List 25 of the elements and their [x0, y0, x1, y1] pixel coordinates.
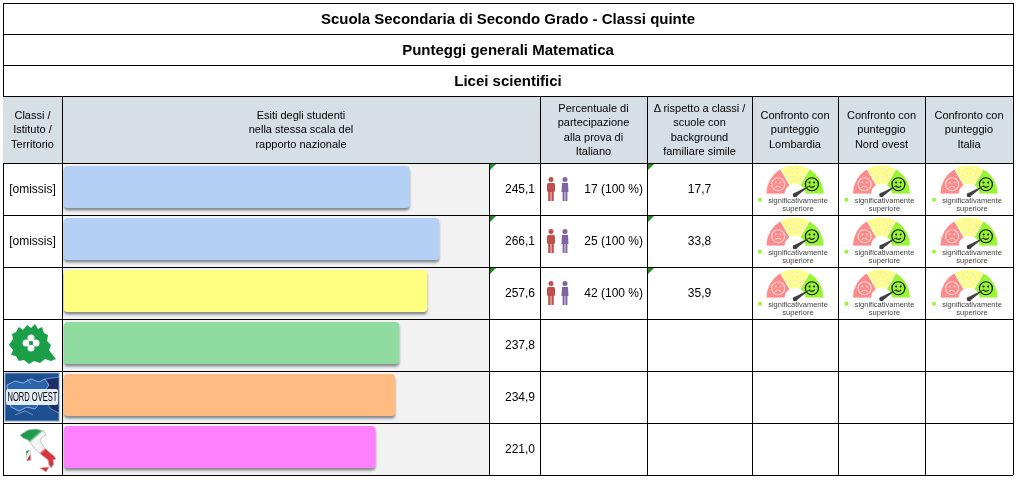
text: 25 (100 %) — [584, 234, 643, 248]
category-label: Confronto con punteggio Nord ovest — [846, 108, 917, 150]
x-axis-title: Esiti degli studenti nella stessa scala del rapporto nazionale — [248, 108, 354, 150]
text: 17 (100 %) — [584, 182, 643, 196]
data-label: 237,8 — [504, 338, 536, 352]
category-label: Confronto con punteggio Italia — [934, 108, 1004, 150]
data-label: 257,6 — [504, 286, 536, 300]
text: 33,8 — [687, 234, 712, 248]
chart-subtitle: Punteggi generali Matematica — [402, 40, 615, 58]
text: 17,7 — [687, 182, 712, 196]
text: Licei scientifici — [454, 71, 562, 89]
chart-title: Scuola Secondaria di Secondo Grado - Classi quinte — [320, 9, 696, 27]
category-label: Confronto con punteggio Lombardia — [760, 108, 830, 150]
text: 42 (100 %) — [584, 286, 643, 300]
data-label: 245,1 — [504, 182, 536, 196]
data-label: 234,9 — [504, 390, 536, 404]
category-label: Δ rispetto a classi / scuole con background familiare simile — [653, 101, 747, 158]
data-label: 266,1 — [504, 234, 536, 248]
data-label: 221,0 — [504, 442, 536, 456]
y-tick-label: [omissis] — [9, 234, 56, 248]
y-tick-label: NORD OVEST — [7, 390, 58, 404]
y-tick-label: [omissis] — [9, 182, 56, 196]
text: 35,9 — [687, 286, 712, 300]
y-axis-title: Classi / Istituto / Territorio — [11, 108, 54, 150]
category-label: Percentuale di partecipazione alla prova di Italiano — [557, 101, 630, 158]
